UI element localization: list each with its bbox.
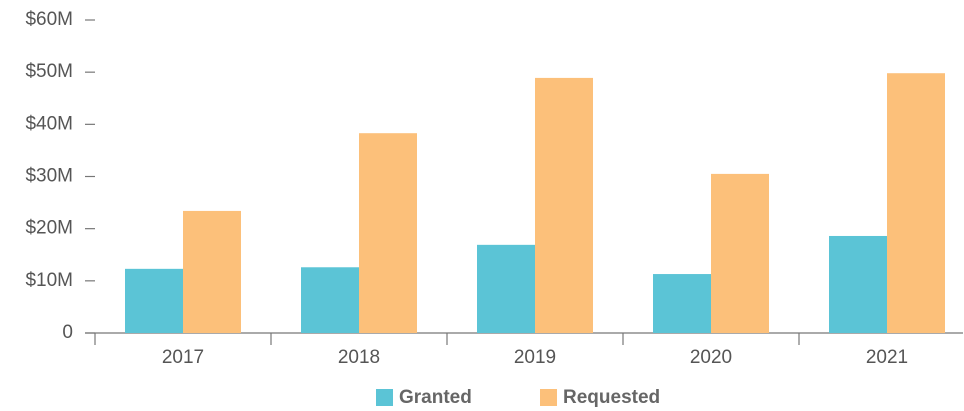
y-tick-label: 0 [62,322,73,343]
x-tick-label: 2018 [338,347,380,368]
bar [301,267,359,333]
bar [887,73,945,334]
bar [711,173,769,333]
y-tick-label: $50M [25,61,73,82]
x-tick-label: 2019 [514,347,556,368]
legend-swatch [376,389,393,406]
y-tick-label: $30M [25,166,73,187]
bar [829,235,887,333]
bar [183,210,241,333]
bar [359,133,417,333]
bar [125,268,183,333]
y-tick-label: $20M [25,218,73,239]
bar [535,77,593,333]
legend-label: Requested [563,387,660,408]
bar [477,244,535,333]
x-tick-label: 2017 [162,347,204,368]
y-tick-label: $40M [25,113,73,134]
x-tick-label: 2020 [690,347,732,368]
y-tick-label: $60M [25,9,73,30]
bar [653,274,711,333]
y-tick-label: $10M [25,270,73,291]
legend-swatch [540,389,557,406]
legend-label: Granted [399,387,472,408]
x-tick-label: 2021 [866,347,908,368]
